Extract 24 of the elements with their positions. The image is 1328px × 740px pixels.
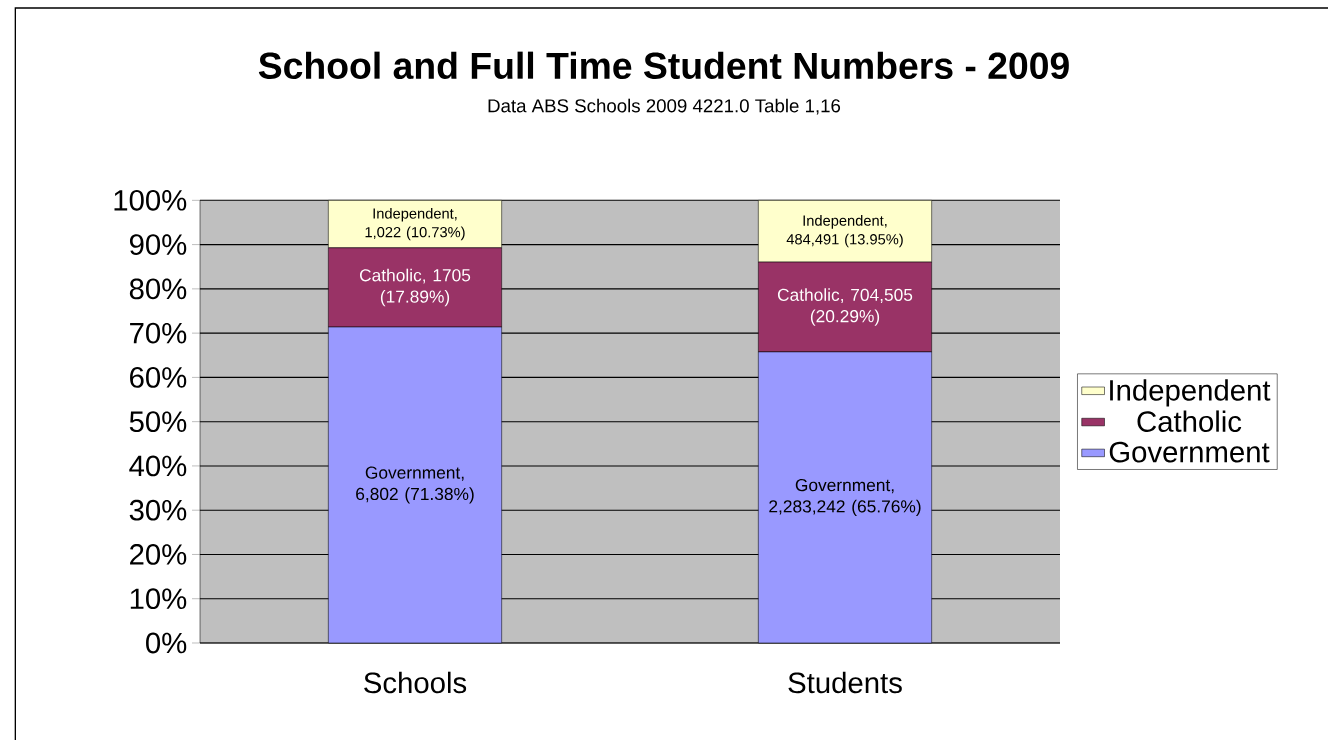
y-tick-label: 70% — [130, 322, 187, 344]
y-tick-label: 90% — [129, 234, 187, 255]
data-label: Independent, 484,491 (13.95%) — [786, 215, 903, 248]
chart-subtitle: Data ABS Schools 2009 4221.0 Table 1,16 — [488, 98, 841, 115]
y-tick-label: 60% — [130, 367, 187, 388]
x-tick-label: Schools — [364, 671, 467, 694]
y-tick-label: 0% — [146, 632, 187, 654]
y-tick-label: 40% — [129, 455, 187, 477]
data-label: Independent, 1,022 (10.73%) — [365, 207, 465, 241]
y-tick-label: 20% — [130, 544, 187, 565]
y-tick-label: 30% — [129, 499, 187, 521]
chart-title: School and Full Time Student Numbers - 2009 — [258, 51, 1069, 80]
y-tick-label: 100% — [114, 189, 187, 211]
y-tick-label: 50% — [129, 411, 187, 433]
x-tick-label: Students — [788, 671, 902, 694]
legend-label: Independent — [1110, 379, 1271, 407]
data-label: Government, 6,802 (71.38%) — [356, 466, 474, 504]
y-tick-label: 10% — [130, 588, 187, 610]
data-label: Catholic, 704,505 (20.29%) — [777, 288, 913, 326]
y-tick-label: 80% — [129, 278, 187, 300]
legend-label: Government — [1109, 441, 1270, 463]
data-label: Government, 2,283,242 (65.76%) — [769, 478, 921, 516]
legend-label: Catholic — [1137, 410, 1242, 432]
data-label: Catholic, 1705 (17.89%) — [360, 268, 471, 307]
